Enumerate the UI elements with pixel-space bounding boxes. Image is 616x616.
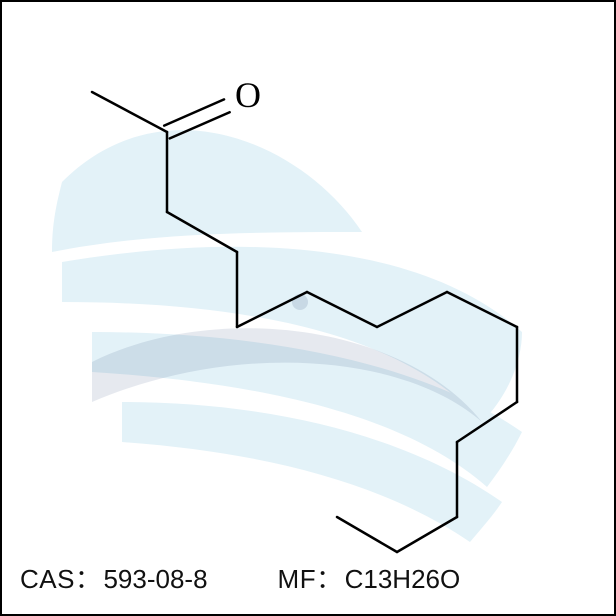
mf-value: C13H26O bbox=[345, 564, 461, 595]
mf-key: MF： bbox=[278, 559, 343, 596]
oxygen-atom-label: O bbox=[235, 77, 261, 113]
molecule-structure bbox=[2, 2, 614, 614]
mf-pair: MF： C13H26O bbox=[278, 559, 461, 596]
compound-info-row: CAS： 593-08-8 MF： C13H26O bbox=[2, 559, 614, 596]
cas-value: 593-08-8 bbox=[103, 564, 207, 595]
figure-canvas: O CAS： 593-08-8 MF： C13H26O bbox=[0, 0, 616, 616]
cas-pair: CAS： 593-08-8 bbox=[20, 559, 208, 596]
cas-key: CAS： bbox=[20, 559, 101, 596]
